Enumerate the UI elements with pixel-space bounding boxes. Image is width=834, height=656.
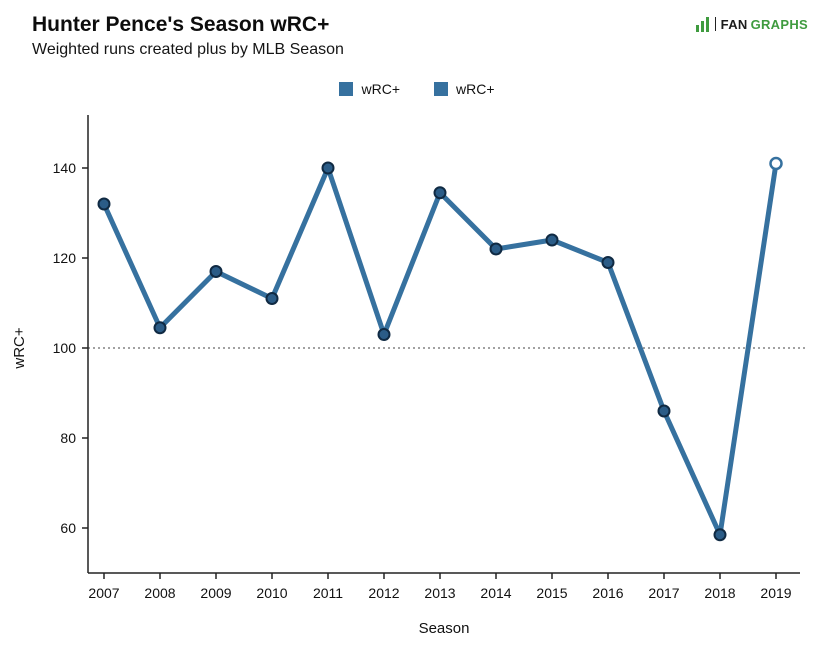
logo-text-graphs: GRAPHS: [750, 16, 808, 32]
fangraphs-logo: FAN GRAPHS: [695, 16, 808, 32]
data-point: [97, 197, 111, 211]
title-block: Hunter Pence's Season wRC+ Weighted runs…: [32, 12, 344, 59]
data-point: [433, 186, 447, 200]
data-point: [713, 528, 727, 542]
page-subtitle: Weighted runs created plus by MLB Season: [32, 41, 344, 59]
x-tick-label: 2011: [313, 585, 343, 601]
data-point: [265, 292, 279, 306]
y-tick-label: 60: [60, 520, 76, 536]
data-point: [601, 256, 615, 270]
y-tick-label: 100: [53, 340, 77, 356]
x-tick-label: 2007: [88, 585, 119, 601]
data-point-open: [769, 156, 783, 171]
fangraphs-leaf-icon: [695, 17, 709, 32]
data-point: [489, 242, 503, 256]
legend-item-1: wRC+: [339, 81, 400, 97]
x-axis-label: Season: [419, 620, 470, 637]
x-tick-label: 2016: [592, 585, 623, 601]
y-axis-label: wRC+: [11, 327, 28, 369]
legend-label-2: wRC+: [456, 81, 495, 98]
legend-swatch-2: [434, 82, 448, 97]
logo-text-fan: FAN: [720, 16, 748, 32]
legend-swatch-1: [339, 82, 354, 97]
data-point: [657, 404, 671, 418]
data-point: [377, 328, 391, 342]
x-tick-label: 2008: [144, 585, 175, 601]
x-tick-label: 2015: [536, 585, 567, 601]
y-tick-label: 140: [53, 160, 77, 176]
data-point: [153, 321, 167, 335]
x-tick-label: 2014: [480, 585, 511, 601]
legend-item-2: wRC+: [434, 81, 495, 97]
x-tick-label: 2018: [704, 585, 735, 601]
chart-legend: wRC+ wRC+: [57, 81, 777, 97]
wrc-line-chart: 60 80 100 120 140 2007 2008 2009 2010 2011 2012 201…: [11, 115, 806, 637]
x-tick-label: 2013: [424, 585, 455, 601]
wrc-line-series: [101, 161, 779, 538]
logo-divider: [714, 17, 716, 31]
page-title: Hunter Pence's Season wRC+: [32, 13, 330, 36]
data-point: [545, 233, 559, 247]
x-tick-label: 2012: [368, 585, 399, 601]
x-tick-label: 2010: [256, 585, 287, 601]
data-point: [321, 161, 335, 175]
x-tick-label: 2009: [200, 585, 231, 601]
chart-header: Hunter Pence's Season wRC+ Weighted runs…: [0, 0, 834, 59]
data-point: [209, 265, 223, 279]
y-tick-label: 120: [53, 250, 77, 266]
legend-label-1: wRC+: [361, 81, 400, 98]
x-tick-label: 2017: [648, 585, 679, 601]
x-tick-label: 2019: [760, 585, 791, 601]
y-tick-label: 80: [60, 430, 76, 446]
